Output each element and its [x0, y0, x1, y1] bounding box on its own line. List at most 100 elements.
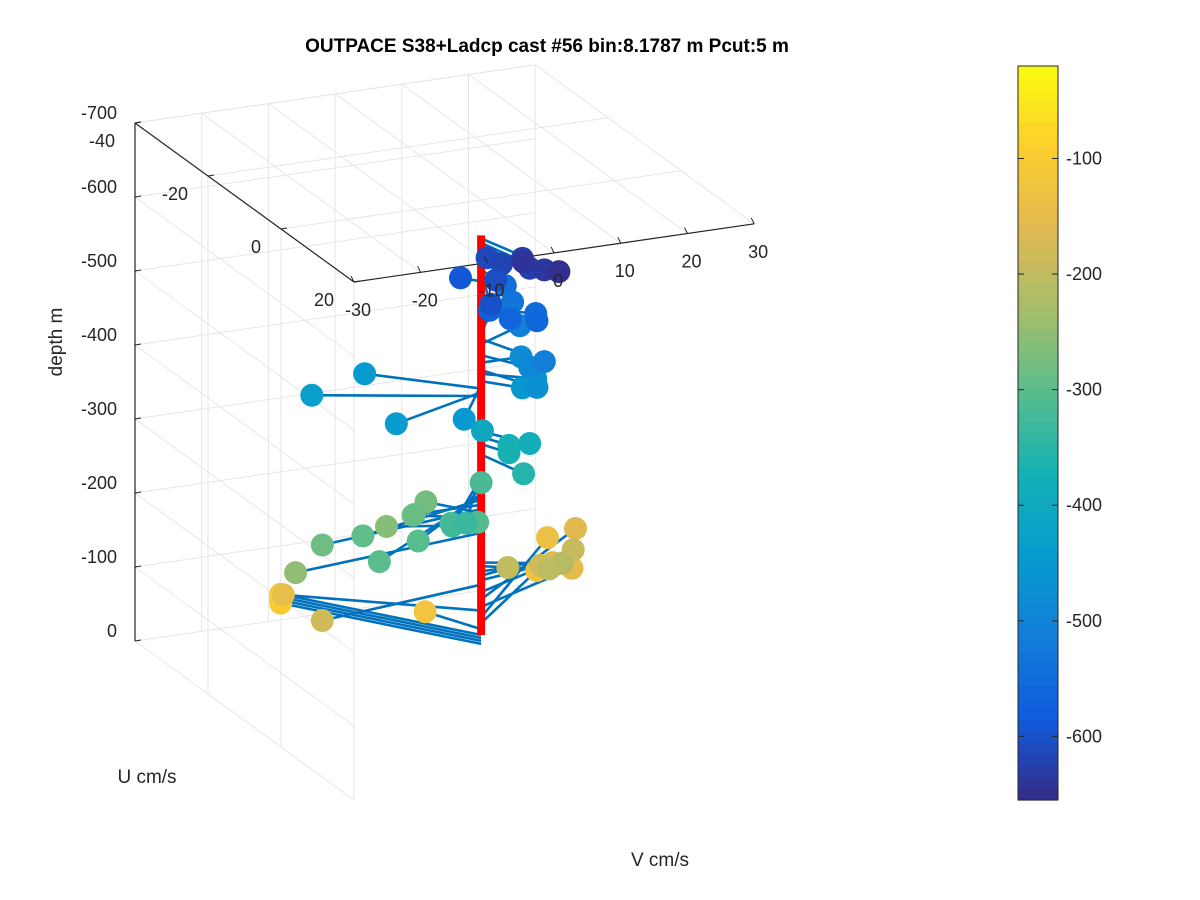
colorbar-segment — [1018, 249, 1058, 262]
colorbar-segment — [1018, 696, 1058, 709]
x-tick-mark — [684, 227, 688, 234]
colorbar-frame — [1017, 65, 1059, 801]
colorbar-segment — [1018, 673, 1058, 686]
colorbar-segment — [1018, 352, 1058, 365]
colorbar-segment — [1018, 238, 1058, 251]
colorbar-segment — [1018, 169, 1058, 182]
z-tick-label: -600 — [81, 177, 117, 197]
data-point — [512, 250, 536, 274]
data-point — [496, 556, 520, 579]
data-point — [525, 309, 549, 333]
colorbar-segment — [1018, 708, 1058, 721]
colorbar-segment — [1018, 341, 1058, 354]
z-tick-label: -100 — [81, 547, 117, 567]
x-tick-label: 10 — [615, 261, 635, 281]
stem-line — [395, 391, 482, 425]
colorbar-segment — [1018, 215, 1058, 228]
x-tick-label: 30 — [748, 242, 768, 262]
colorbar-tick-label: -600 — [1066, 726, 1102, 746]
data-point — [498, 307, 522, 331]
colorbar-segment — [1018, 421, 1058, 434]
data-point — [284, 561, 308, 585]
y-tick-mark — [353, 280, 361, 283]
colorbar-segment — [1018, 192, 1058, 205]
colorbar-segment — [1018, 731, 1058, 744]
data-point — [479, 292, 503, 316]
colorbar-segment — [1018, 593, 1058, 606]
colorbar-segment — [1018, 754, 1058, 767]
colorbar-segment — [1018, 467, 1058, 480]
data-point — [537, 557, 561, 581]
colorbar-segment — [1018, 501, 1058, 514]
y-tick-label: 0 — [251, 237, 261, 257]
colorbar-segment — [1018, 433, 1058, 446]
colorbar-segment — [1018, 742, 1058, 755]
colorbar-tick-label: -300 — [1066, 380, 1102, 400]
x-tick-label: 20 — [681, 252, 701, 272]
stem-line — [280, 595, 482, 640]
stem-line — [480, 569, 538, 625]
colorbar-segment — [1018, 203, 1058, 216]
colorbar-segment — [1018, 329, 1058, 342]
y-axis-label: U cm/s — [117, 767, 176, 788]
colorbar-segment — [1018, 111, 1058, 124]
y-tick-label: -20 — [162, 184, 188, 204]
colorbar-segment — [1018, 788, 1058, 801]
x-axis-label: V cm/s — [631, 850, 689, 871]
stem-line — [322, 583, 482, 622]
colorbar-segment — [1018, 616, 1058, 629]
stem-line — [311, 393, 482, 398]
z-tick-label: -300 — [81, 399, 117, 419]
colorbar-segment — [1018, 77, 1058, 90]
colorbar-segment — [1018, 226, 1058, 239]
stem-line — [280, 592, 482, 637]
stem-line — [364, 372, 482, 390]
colorbar-segment — [1018, 765, 1058, 778]
data-point — [402, 503, 426, 526]
x-tick-mark — [417, 266, 422, 273]
colorbar-segment — [1018, 582, 1058, 595]
stem-line — [283, 593, 482, 612]
data-point — [452, 407, 476, 431]
x-tick-label: -20 — [412, 290, 438, 310]
colorbar-segment — [1018, 685, 1058, 698]
colorbar-segment — [1018, 455, 1058, 469]
colorbar-segment — [1018, 364, 1058, 377]
colorbar-tick-label: -500 — [1066, 611, 1102, 631]
data-point — [512, 462, 536, 486]
z-tick-mark — [134, 195, 142, 198]
stem-line — [295, 531, 482, 574]
colorbar-segment — [1018, 662, 1058, 675]
z-axis-label: depth m — [46, 308, 67, 377]
data-point — [300, 383, 324, 407]
data-point — [501, 290, 525, 314]
colorbar-tick-label: -400 — [1066, 495, 1102, 515]
data-point — [406, 529, 430, 553]
colorbar-segment — [1018, 639, 1058, 652]
x-tick-label: -30 — [345, 300, 371, 320]
data-point — [384, 412, 408, 436]
x-tick-mark — [350, 275, 355, 283]
data-point — [536, 526, 559, 550]
colorbar-segment — [1018, 777, 1058, 790]
z-tick-label: -700 — [81, 103, 117, 123]
z-tick-label: -400 — [81, 325, 117, 345]
colorbar-segment — [1018, 134, 1058, 147]
colorbar-segment — [1018, 157, 1058, 170]
data-point — [271, 583, 295, 607]
colorbar-segment — [1018, 318, 1058, 331]
data-point — [518, 432, 542, 455]
colorbar-segment — [1018, 100, 1058, 113]
z-tick-mark — [134, 491, 142, 494]
colorbar-segment — [1018, 180, 1058, 193]
data-point — [469, 471, 493, 495]
colorbar: -100 -200 -300 -400 -500 -600 — [1017, 65, 1102, 801]
colorbar-segment — [1018, 478, 1058, 491]
y-axis-line — [134, 122, 355, 283]
colorbar-segment — [1018, 146, 1058, 159]
data-point — [525, 375, 549, 399]
colorbar-segment — [1018, 272, 1058, 285]
z-tick-mark — [134, 343, 142, 346]
